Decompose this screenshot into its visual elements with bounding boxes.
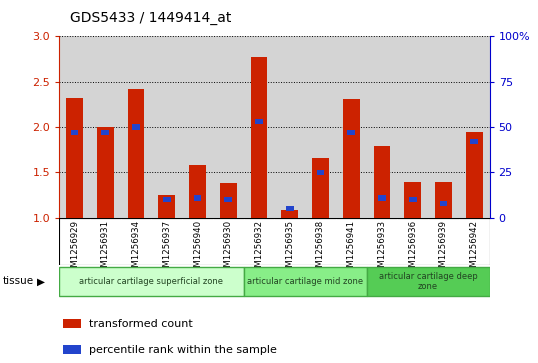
Text: GSM1256936: GSM1256936 bbox=[408, 220, 417, 278]
Text: GSM1256931: GSM1256931 bbox=[101, 220, 110, 278]
Bar bbox=[305, 36, 336, 218]
Bar bbox=[244, 266, 366, 296]
Bar bbox=[255, 119, 263, 124]
Bar bbox=[97, 127, 114, 218]
Bar bbox=[428, 36, 459, 218]
Text: GSM1256933: GSM1256933 bbox=[378, 220, 386, 278]
Bar bbox=[286, 206, 294, 211]
Bar bbox=[281, 209, 298, 218]
Bar bbox=[66, 98, 83, 218]
Text: GSM1256935: GSM1256935 bbox=[285, 220, 294, 278]
Bar bbox=[151, 36, 182, 218]
Bar bbox=[404, 182, 421, 218]
Bar bbox=[224, 197, 232, 203]
Bar bbox=[182, 36, 213, 218]
Bar bbox=[132, 124, 140, 130]
Text: percentile rank within the sample: percentile rank within the sample bbox=[89, 344, 277, 355]
Bar bbox=[317, 170, 324, 175]
Bar bbox=[90, 36, 121, 218]
Bar bbox=[440, 200, 447, 206]
Bar bbox=[466, 132, 483, 218]
Bar bbox=[59, 266, 244, 296]
Bar bbox=[459, 36, 490, 218]
Bar bbox=[244, 36, 274, 218]
Bar bbox=[71, 130, 79, 135]
Bar bbox=[409, 197, 416, 203]
Text: GSM1256939: GSM1256939 bbox=[439, 220, 448, 278]
Text: articular cartilage superficial zone: articular cartilage superficial zone bbox=[80, 277, 223, 286]
Bar bbox=[213, 36, 244, 218]
Text: tissue: tissue bbox=[3, 276, 34, 286]
Bar bbox=[274, 36, 305, 218]
Bar bbox=[128, 89, 145, 218]
Bar bbox=[59, 36, 90, 218]
Bar bbox=[470, 139, 478, 144]
Bar bbox=[189, 165, 206, 218]
Text: GSM1256932: GSM1256932 bbox=[254, 220, 264, 278]
Text: GSM1256937: GSM1256937 bbox=[162, 220, 171, 278]
Bar bbox=[102, 130, 109, 135]
Text: articular cartilage deep
zone: articular cartilage deep zone bbox=[379, 272, 477, 291]
Text: ▶: ▶ bbox=[37, 276, 45, 286]
Bar bbox=[312, 158, 329, 218]
Bar bbox=[398, 36, 428, 218]
Text: GSM1256941: GSM1256941 bbox=[346, 220, 356, 278]
Bar bbox=[194, 195, 201, 200]
Text: GSM1256930: GSM1256930 bbox=[224, 220, 233, 278]
Bar bbox=[220, 183, 237, 218]
Bar bbox=[121, 36, 151, 218]
Text: GSM1256929: GSM1256929 bbox=[70, 220, 79, 278]
Text: articular cartilage mid zone: articular cartilage mid zone bbox=[247, 277, 363, 286]
Bar bbox=[378, 195, 386, 200]
Bar bbox=[435, 182, 452, 218]
Text: GSM1256934: GSM1256934 bbox=[131, 220, 140, 278]
Text: GSM1256938: GSM1256938 bbox=[316, 220, 325, 278]
Bar bbox=[366, 266, 490, 296]
Bar bbox=[348, 130, 355, 135]
Bar bbox=[336, 36, 366, 218]
Bar bbox=[63, 319, 81, 328]
Bar bbox=[343, 99, 360, 218]
Bar bbox=[63, 345, 81, 354]
Bar bbox=[251, 57, 267, 218]
Bar bbox=[366, 36, 398, 218]
Text: GSM1256942: GSM1256942 bbox=[470, 220, 479, 278]
Bar bbox=[158, 195, 175, 218]
Text: GDS5433 / 1449414_at: GDS5433 / 1449414_at bbox=[70, 11, 231, 25]
Text: GSM1256940: GSM1256940 bbox=[193, 220, 202, 278]
Text: transformed count: transformed count bbox=[89, 318, 193, 329]
Bar bbox=[163, 197, 171, 203]
Bar bbox=[373, 146, 391, 218]
